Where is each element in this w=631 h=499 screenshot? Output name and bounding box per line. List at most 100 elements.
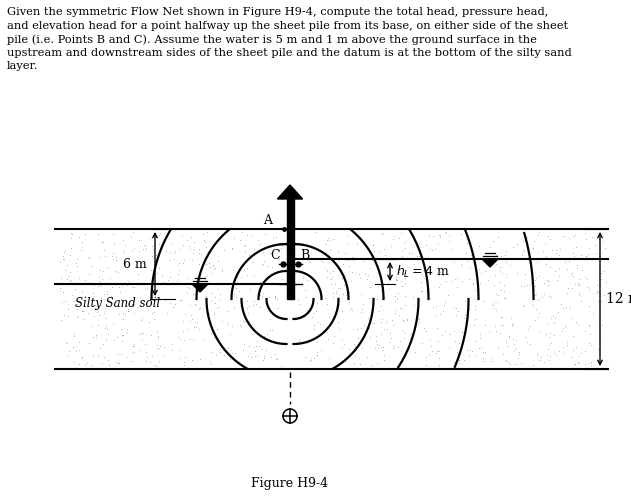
Point bbox=[594, 230, 604, 238]
Point bbox=[192, 318, 202, 326]
Point bbox=[369, 241, 379, 249]
Point bbox=[387, 316, 397, 324]
Point bbox=[143, 302, 153, 310]
Point bbox=[376, 287, 386, 295]
Point bbox=[217, 267, 227, 275]
Point bbox=[208, 265, 218, 273]
Point bbox=[69, 331, 79, 339]
Point bbox=[176, 296, 186, 304]
Point bbox=[118, 331, 128, 339]
Point bbox=[72, 305, 82, 313]
Point bbox=[529, 254, 539, 262]
Point bbox=[98, 289, 109, 297]
Point bbox=[440, 327, 451, 335]
Point bbox=[77, 288, 87, 296]
Point bbox=[526, 279, 536, 287]
Point bbox=[413, 320, 423, 328]
Point bbox=[58, 288, 68, 296]
Point bbox=[187, 256, 198, 264]
Point bbox=[531, 351, 541, 359]
Point bbox=[138, 259, 148, 267]
Point bbox=[252, 352, 262, 360]
Point bbox=[209, 334, 219, 342]
Point bbox=[262, 330, 273, 338]
Point bbox=[250, 347, 260, 355]
Point bbox=[199, 277, 209, 285]
Point bbox=[414, 301, 424, 309]
Point bbox=[534, 309, 544, 317]
Point bbox=[242, 304, 252, 312]
Point bbox=[365, 264, 375, 272]
Point bbox=[62, 300, 73, 308]
Point bbox=[201, 272, 211, 280]
Point bbox=[233, 287, 244, 295]
Point bbox=[186, 311, 196, 319]
Point bbox=[454, 359, 464, 367]
Point bbox=[101, 322, 111, 330]
Point bbox=[312, 351, 322, 359]
Point bbox=[158, 352, 168, 360]
Point bbox=[129, 309, 139, 317]
Point bbox=[331, 255, 341, 263]
Point bbox=[457, 328, 467, 336]
Point bbox=[353, 334, 363, 342]
Point bbox=[597, 321, 607, 329]
Point bbox=[543, 281, 553, 289]
Point bbox=[596, 297, 606, 305]
Point bbox=[341, 256, 351, 264]
Point bbox=[146, 277, 156, 285]
Point bbox=[567, 272, 577, 280]
Point bbox=[155, 357, 165, 365]
Point bbox=[66, 244, 76, 252]
Point bbox=[534, 228, 544, 236]
Point bbox=[328, 267, 338, 275]
Point bbox=[305, 258, 315, 266]
Point bbox=[389, 232, 399, 240]
Point bbox=[182, 289, 192, 297]
Point bbox=[114, 283, 124, 291]
Point bbox=[553, 308, 563, 316]
Point bbox=[495, 263, 505, 271]
Point bbox=[92, 308, 102, 316]
Point bbox=[546, 314, 556, 322]
Point bbox=[416, 270, 427, 278]
Point bbox=[294, 335, 304, 343]
Polygon shape bbox=[192, 284, 208, 292]
Point bbox=[575, 251, 586, 259]
Point bbox=[399, 239, 410, 247]
Point bbox=[430, 312, 440, 320]
Point bbox=[56, 274, 66, 282]
Point bbox=[540, 290, 550, 298]
Point bbox=[574, 281, 584, 289]
Point bbox=[98, 238, 109, 246]
Point bbox=[225, 355, 235, 363]
Point bbox=[155, 229, 165, 237]
Point bbox=[263, 279, 273, 287]
Point bbox=[482, 257, 492, 265]
Point bbox=[493, 291, 504, 299]
Point bbox=[586, 361, 596, 369]
Point bbox=[353, 269, 363, 277]
Point bbox=[491, 259, 501, 267]
Point bbox=[463, 232, 473, 240]
Point bbox=[261, 230, 271, 238]
Point bbox=[550, 314, 560, 322]
Point bbox=[391, 306, 401, 314]
Point bbox=[590, 241, 600, 249]
Point bbox=[410, 267, 420, 275]
Point bbox=[599, 267, 610, 275]
Point bbox=[392, 276, 403, 284]
Point bbox=[434, 347, 444, 355]
Point bbox=[131, 303, 141, 311]
Point bbox=[145, 358, 155, 366]
Point bbox=[77, 354, 87, 362]
Point bbox=[240, 317, 250, 325]
Point bbox=[345, 345, 355, 353]
Point bbox=[358, 237, 368, 245]
Point bbox=[531, 316, 541, 324]
Point bbox=[102, 289, 112, 297]
Point bbox=[316, 257, 326, 265]
Point bbox=[184, 284, 194, 292]
Point bbox=[168, 303, 178, 311]
Point bbox=[491, 306, 501, 314]
